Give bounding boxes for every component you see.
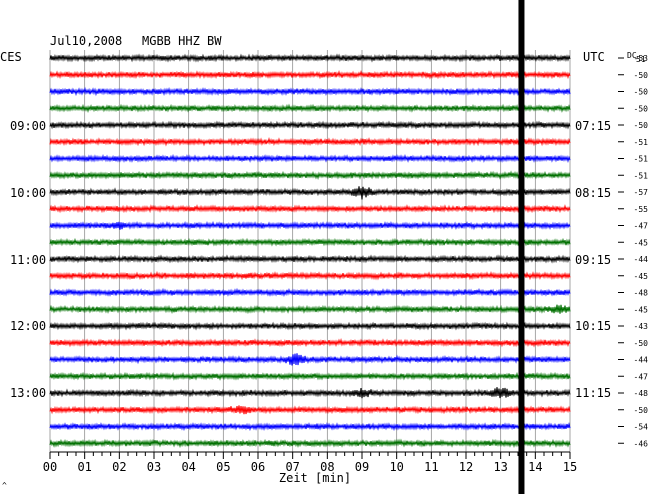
dc-offset-label: -45 bbox=[634, 272, 649, 281]
seismic-trace bbox=[49, 186, 571, 200]
right-hour-label: 09:15 bbox=[575, 253, 611, 267]
seismic-trace bbox=[49, 86, 571, 97]
seismic-trace bbox=[49, 338, 571, 348]
dc-offset-label: -50 bbox=[634, 71, 649, 80]
header-date: Jul10,2008 bbox=[50, 34, 122, 48]
seismic-trace bbox=[49, 136, 571, 147]
blackout-bar bbox=[518, 0, 525, 494]
seismic-trace bbox=[49, 254, 571, 264]
dc-offset-label: -44 bbox=[634, 255, 649, 264]
right-timezone-label: UTC bbox=[583, 50, 605, 64]
seismic-trace bbox=[49, 237, 571, 247]
dc-offset-label: -57 bbox=[634, 188, 649, 197]
seismic-trace bbox=[49, 53, 571, 63]
x-tick-label: 03 bbox=[147, 460, 161, 474]
dc-offset-label: -45 bbox=[634, 238, 649, 247]
left-hour-label: 09:00 bbox=[10, 119, 46, 133]
left-hour-label: 12:00 bbox=[10, 319, 46, 333]
dc-offset-label: -46 bbox=[634, 439, 649, 448]
right-hour-label: 08:15 bbox=[575, 186, 611, 200]
x-axis-title: Zeit [min] bbox=[279, 471, 351, 485]
dc-offset-label: -47 bbox=[634, 372, 649, 381]
x-tick-label: 02 bbox=[112, 460, 126, 474]
seismic-trace bbox=[49, 204, 571, 214]
seismic-trace bbox=[49, 438, 571, 449]
x-tick-label: 13 bbox=[493, 460, 507, 474]
seismic-trace bbox=[49, 422, 571, 432]
dc-offset-label: -54 bbox=[634, 423, 649, 432]
dc-offset-label: -47 bbox=[634, 222, 649, 231]
seismic-trace bbox=[49, 304, 571, 315]
dc-header-sub: 51 bbox=[636, 55, 646, 64]
seismic-trace bbox=[49, 387, 571, 399]
seismic-trace bbox=[49, 321, 571, 331]
dc-offset-label: -51 bbox=[634, 171, 649, 180]
right-hour-label: 07:15 bbox=[575, 119, 611, 133]
seismic-trace bbox=[49, 70, 571, 80]
footer-mark: ^ bbox=[2, 481, 7, 490]
right-hour-label: 11:15 bbox=[575, 386, 611, 400]
left-hour-label: 10:00 bbox=[10, 186, 46, 200]
seismic-trace bbox=[49, 103, 571, 113]
dc-offset-label: -50 bbox=[634, 104, 649, 113]
x-tick-label: 06 bbox=[251, 460, 265, 474]
dc-offset-label: -55 bbox=[634, 205, 649, 214]
x-tick-label: 09 bbox=[355, 460, 369, 474]
seismic-trace bbox=[49, 371, 571, 381]
dc-offset-label: -51 bbox=[634, 155, 649, 164]
dc-offset-label: -53 bbox=[634, 54, 649, 63]
seismic-trace bbox=[49, 405, 571, 415]
dc-offset-label: -51 bbox=[634, 138, 649, 147]
x-tick-label: 14 bbox=[528, 460, 542, 474]
dc-offset-label: -45 bbox=[634, 305, 649, 314]
left-timezone-label: CES bbox=[0, 50, 22, 64]
seismic-trace bbox=[49, 170, 571, 180]
seismic-trace bbox=[49, 120, 571, 130]
x-tick-label: 04 bbox=[181, 460, 195, 474]
dc-offset-label: -50 bbox=[634, 406, 649, 415]
seismic-trace bbox=[49, 153, 571, 164]
x-tick-label: 01 bbox=[77, 460, 91, 474]
seismic-trace bbox=[49, 287, 571, 297]
dc-offset-label: -48 bbox=[634, 289, 649, 298]
header-station: MGBB HHZ BW bbox=[142, 34, 222, 48]
dc-header-label: DC bbox=[627, 51, 637, 60]
x-tick-label: 15 bbox=[563, 460, 577, 474]
dc-offset-label: -43 bbox=[634, 322, 649, 331]
left-hour-label: 13:00 bbox=[10, 386, 46, 400]
x-tick-label: 08 bbox=[320, 460, 334, 474]
dc-offset-label: -44 bbox=[634, 356, 649, 365]
dc-offset-label: -50 bbox=[634, 339, 649, 348]
left-hour-label: 11:00 bbox=[10, 253, 46, 267]
x-tick-label: 11 bbox=[424, 460, 438, 474]
seismic-trace bbox=[49, 353, 571, 366]
dc-offset-label: -48 bbox=[634, 389, 649, 398]
x-tick-label: 10 bbox=[389, 460, 403, 474]
right-hour-label: 10:15 bbox=[575, 319, 611, 333]
x-tick-label: 05 bbox=[216, 460, 230, 474]
dc-offset-label: -50 bbox=[634, 88, 649, 97]
seismic-trace bbox=[49, 220, 571, 231]
x-tick-label: 07 bbox=[285, 460, 299, 474]
dc-offset-label: -50 bbox=[634, 121, 649, 130]
seismic-trace bbox=[49, 270, 571, 281]
x-tick-label: 00 bbox=[43, 460, 57, 474]
x-tick-label: 12 bbox=[459, 460, 473, 474]
